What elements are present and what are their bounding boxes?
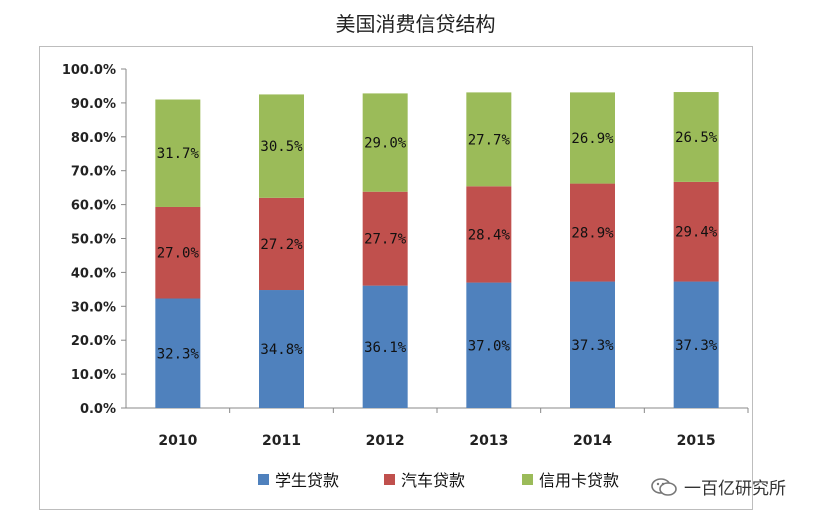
bar-segment <box>259 94 304 198</box>
data-label: 27.2% <box>260 237 303 253</box>
bar-segment <box>362 191 408 286</box>
bar-segment <box>155 206 201 299</box>
y-tick-label: 40.0% <box>71 266 116 281</box>
legend-label: 信用卡贷款 <box>539 471 619 490</box>
y-tick-label: 100.0% <box>62 63 116 78</box>
bar-segment <box>466 282 512 408</box>
data-label: 27.0% <box>157 246 200 262</box>
data-label: 37.3% <box>571 338 614 354</box>
bar-segment <box>362 285 408 408</box>
x-tick-label: 2012 <box>366 433 405 449</box>
data-label: 28.9% <box>571 226 614 242</box>
y-tick-label: 60.0% <box>71 199 116 214</box>
bar-segment <box>259 290 304 408</box>
data-label: 34.8% <box>260 342 303 358</box>
y-tick-label: 30.0% <box>71 300 116 315</box>
data-label: 37.0% <box>468 338 511 354</box>
y-tick-label: 20.0% <box>71 334 116 349</box>
bar-segment <box>570 281 615 408</box>
wechat-icon <box>651 477 677 496</box>
y-tick-label: 0.0% <box>80 402 116 417</box>
bar-segment <box>673 181 719 282</box>
y-tick-label: 50.0% <box>71 233 116 248</box>
y-tick-label: 90.0% <box>71 97 116 112</box>
bar-segment <box>155 99 201 207</box>
data-label: 27.7% <box>364 232 407 248</box>
bar-segment <box>155 298 201 408</box>
bar-segment <box>259 197 304 291</box>
data-label: 26.5% <box>675 130 718 146</box>
legend-swatch <box>384 474 395 485</box>
bar-segment <box>466 186 512 283</box>
legend-label: 汽车贷款 <box>401 471 465 490</box>
x-tick-label: 2015 <box>677 433 716 449</box>
chart-title: 美国消费信贷结构 <box>335 12 496 36</box>
bar-segment <box>673 281 719 408</box>
data-label: 29.0% <box>364 136 407 152</box>
data-label: 30.5% <box>260 139 303 155</box>
watermark-text: 一百亿研究所 <box>684 479 786 499</box>
x-tick-label: 2011 <box>262 433 301 449</box>
data-label: 27.7% <box>468 132 511 148</box>
legend-swatch <box>258 474 269 485</box>
watermark: 一百亿研究所 <box>650 474 786 499</box>
bar-segment <box>362 93 408 192</box>
data-label: 28.4% <box>468 227 511 243</box>
y-tick-label: 70.0% <box>71 165 116 180</box>
bar-segment <box>673 92 719 182</box>
legend-swatch <box>522 474 533 485</box>
y-tick-label: 10.0% <box>71 368 116 383</box>
x-tick-label: 2014 <box>573 433 612 449</box>
data-label: 31.7% <box>157 146 200 162</box>
data-label: 32.3% <box>157 346 200 362</box>
data-label: 36.1% <box>364 340 407 356</box>
data-label: 37.3% <box>675 338 718 354</box>
legend-label: 学生贷款 <box>275 471 339 490</box>
bar-segment <box>466 92 512 187</box>
bar-segment <box>570 183 615 282</box>
y-tick-label: 80.0% <box>71 131 116 146</box>
x-tick-label: 2010 <box>158 433 197 449</box>
x-tick-label: 2013 <box>469 433 508 449</box>
chart-frame <box>39 46 753 510</box>
data-label: 26.9% <box>571 131 614 147</box>
data-label: 29.4% <box>675 225 718 241</box>
bar-segment <box>570 92 615 184</box>
